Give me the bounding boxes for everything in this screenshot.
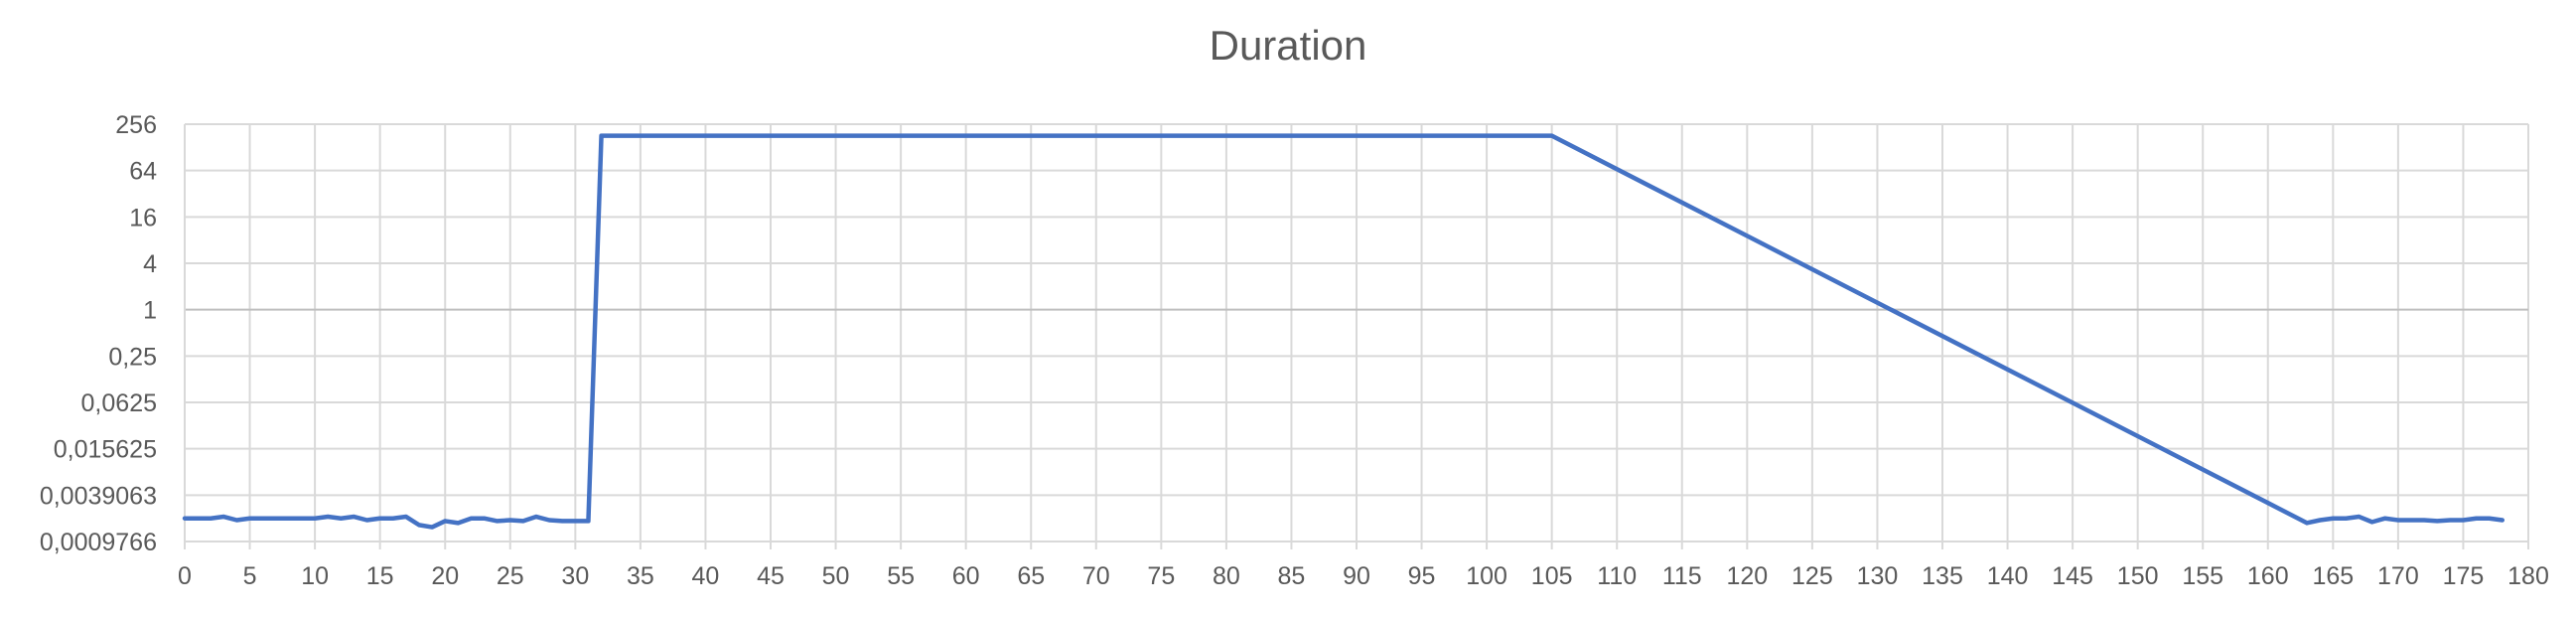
x-tick-label: 140 (1987, 562, 2029, 590)
x-tick-label: 80 (1213, 562, 1240, 590)
vertical-gridlines (184, 124, 2529, 549)
y-tick-label: 64 (129, 158, 157, 186)
y-tick-label: 0,0039063 (40, 482, 157, 510)
x-tick-label: 55 (887, 562, 915, 590)
x-tick-label: 125 (1791, 562, 1833, 590)
x-tick-label: 10 (301, 562, 329, 590)
y-axis-tick-labels: 256 64 16 4 1 0,25 0,0625 0,015625 0,0039063 0,00… (40, 111, 157, 556)
x-tick-label: 20 (431, 562, 459, 590)
y-tick-label: 0,25 (108, 343, 157, 371)
x-tick-label: 40 (692, 562, 720, 590)
x-tick-label: 110 (1597, 562, 1637, 590)
x-tick-label: 90 (1343, 562, 1370, 590)
x-tick-label: 65 (1017, 562, 1045, 590)
y-tick-label: 1 (143, 297, 157, 325)
x-tick-label: 130 (1857, 562, 1899, 590)
x-axis-tick-labels: 0 5 10 15 20 25 30 35 40 45 50 55 60 65 70 75 80 85 90 95 10… (178, 562, 2549, 590)
x-tick-label: 180 (2507, 562, 2549, 590)
chart-axes (184, 124, 2528, 542)
y-tick-label: 0,015625 (54, 436, 157, 464)
x-tick-label: 175 (2443, 562, 2485, 590)
x-tick-label: 85 (1278, 562, 1306, 590)
x-tick-label: 35 (627, 562, 654, 590)
x-tick-label: 105 (1531, 562, 1573, 590)
chart-series (182, 133, 2505, 530)
x-tick-label: 30 (561, 562, 589, 590)
x-tick-label: 95 (1408, 562, 1436, 590)
x-tick-label: 115 (1662, 562, 1702, 590)
chart-title: Duration (1209, 22, 1367, 69)
y-tick-label: 4 (143, 250, 157, 278)
x-tick-label: 5 (243, 562, 257, 590)
x-tick-label: 135 (1922, 562, 1963, 590)
x-tick-label: 150 (2117, 562, 2159, 590)
x-tick-label: 155 (2182, 562, 2223, 590)
y-tick-label: 256 (115, 111, 157, 139)
x-tick-label: 50 (822, 562, 850, 590)
y-tick-label: 16 (129, 204, 157, 232)
series-line (182, 133, 2505, 530)
x-tick-label: 70 (1082, 562, 1110, 590)
x-tick-label: 165 (2312, 562, 2354, 590)
x-tick-label: 25 (497, 562, 524, 590)
x-tick-label: 160 (2247, 562, 2289, 590)
x-tick-label: 120 (1726, 562, 1768, 590)
x-tick-label: 75 (1147, 562, 1175, 590)
x-tick-label: 15 (366, 562, 394, 590)
x-tick-label: 170 (2377, 562, 2419, 590)
y-tick-label: 0,0009766 (40, 529, 157, 556)
x-tick-label: 0 (178, 562, 192, 590)
x-tick-label: 60 (952, 562, 980, 590)
x-tick-label: 100 (1466, 562, 1507, 590)
x-tick-label: 45 (757, 562, 785, 590)
y-tick-label: 0,0625 (81, 389, 157, 417)
x-tick-label: 145 (2052, 562, 2093, 590)
